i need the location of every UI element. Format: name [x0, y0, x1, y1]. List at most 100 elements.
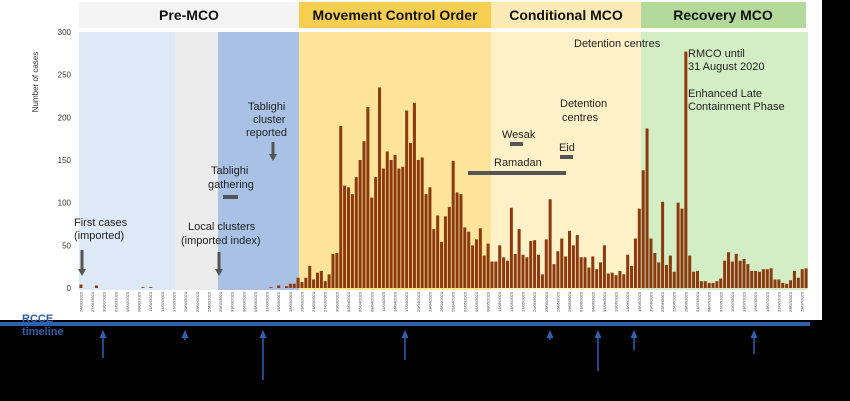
bar — [378, 87, 382, 288]
bar — [358, 160, 362, 288]
marker-wesak — [510, 142, 523, 146]
bar — [758, 271, 762, 288]
bar — [587, 267, 591, 288]
bar — [424, 194, 428, 288]
bar — [432, 229, 436, 288]
x-tick-label: 17/02/2020 — [172, 291, 177, 312]
bar — [599, 262, 603, 288]
bar — [447, 206, 451, 288]
bar — [781, 282, 785, 288]
y-tick-label: 300 — [58, 28, 72, 37]
bar — [486, 243, 490, 288]
x-tick-label: 28/07/2020 — [800, 291, 805, 312]
bar — [785, 283, 789, 288]
ann-detention-2: Detention centres — [574, 38, 661, 50]
ann-local-clusters-line1: Local clusters — [188, 221, 256, 233]
marker-tabligi-gathering — [223, 195, 238, 199]
bar — [552, 264, 556, 288]
bar — [544, 239, 548, 288]
y-tick-label: 200 — [58, 113, 72, 122]
bar — [451, 160, 455, 288]
x-tick-label: 19/06/2020 — [649, 291, 654, 312]
ann-detention-1-line2: centres — [562, 112, 599, 124]
bar — [393, 154, 397, 288]
bar — [296, 277, 300, 288]
bar — [595, 269, 599, 288]
x-tick-label: 29/05/2020 — [567, 291, 572, 312]
bar — [761, 269, 765, 288]
x-tick-label: 17/05/2020 — [521, 291, 526, 312]
ann-tabligi-cluster-line3: reported — [246, 127, 287, 139]
bar — [711, 282, 715, 288]
marker-eid — [560, 155, 573, 159]
x-tick-label: 24/03/2020 — [311, 291, 316, 312]
x-tick-label: 25/07/2020 — [788, 291, 793, 312]
bar — [482, 255, 486, 288]
bar — [661, 201, 665, 288]
bar — [401, 166, 405, 288]
bar — [680, 208, 684, 288]
bar — [428, 187, 432, 288]
bar — [405, 110, 409, 288]
bar — [525, 257, 529, 288]
x-tick-label: 20/02/2020 — [183, 291, 188, 312]
bar — [319, 270, 323, 288]
bar — [533, 240, 537, 288]
bar — [614, 275, 618, 288]
x-tick-label: 08/05/2020 — [486, 291, 491, 312]
bar — [370, 197, 374, 288]
x-tick-label: 14/02/2020 — [160, 291, 165, 312]
bar — [292, 283, 296, 288]
bar — [727, 252, 731, 288]
band-rmco — [641, 32, 808, 290]
x-tick-label: 01/06/2020 — [579, 291, 584, 312]
y-axis-label: Number of cases — [31, 52, 40, 112]
timeline-label-sub: timeline — [22, 326, 64, 338]
x-tick-label: 19/07/2020 — [765, 291, 770, 312]
bar — [440, 241, 444, 288]
bar — [374, 177, 378, 288]
bar — [804, 268, 808, 288]
bar — [397, 168, 401, 288]
bar — [315, 272, 319, 288]
x-tick-label: 11/02/2020 — [148, 291, 153, 311]
bar — [478, 228, 482, 288]
x-tick-label: 06/03/2020 — [241, 291, 246, 312]
bar — [474, 239, 478, 288]
bar — [513, 253, 517, 288]
timeline-arrow-head — [259, 330, 267, 338]
x-tick-label: 13/06/2020 — [625, 291, 630, 312]
x-tick-label: 10/06/2020 — [614, 291, 619, 312]
bar — [602, 245, 606, 288]
x-tick-label: 08/04/2020 — [369, 291, 374, 312]
bar — [412, 102, 416, 288]
bar — [668, 255, 672, 288]
bar — [568, 230, 572, 288]
bar — [521, 254, 525, 288]
bar — [509, 207, 513, 288]
timeline-arrow-head — [630, 330, 638, 338]
bar — [269, 287, 273, 288]
arrow-head-local-clusters — [215, 269, 223, 276]
bar — [536, 254, 541, 288]
ann-rmco-line2: 31 August 2020 — [688, 61, 764, 73]
bar — [323, 281, 327, 288]
timeline-arrows — [99, 330, 758, 380]
bar — [606, 273, 610, 288]
header-mco — [299, 2, 491, 28]
bar — [723, 260, 727, 288]
timeline-arrow-head — [594, 330, 602, 338]
timeline-arrow-head — [181, 330, 189, 338]
ann-rmco-line3: Enhanced Late — [688, 88, 762, 100]
bar — [703, 281, 707, 288]
bar — [579, 257, 583, 288]
x-tick-label: 20/05/2020 — [532, 291, 537, 312]
bar — [339, 125, 343, 289]
x-tick-label: 18/03/2020 — [288, 291, 293, 312]
y-tick-label: 0 — [67, 284, 72, 293]
bar — [645, 128, 649, 288]
x-tick-label: 08/02/2020 — [137, 291, 142, 312]
bar — [471, 245, 475, 288]
timeline-arrow-head — [546, 330, 554, 338]
x-tick-label: 01/07/2020 — [695, 291, 700, 312]
